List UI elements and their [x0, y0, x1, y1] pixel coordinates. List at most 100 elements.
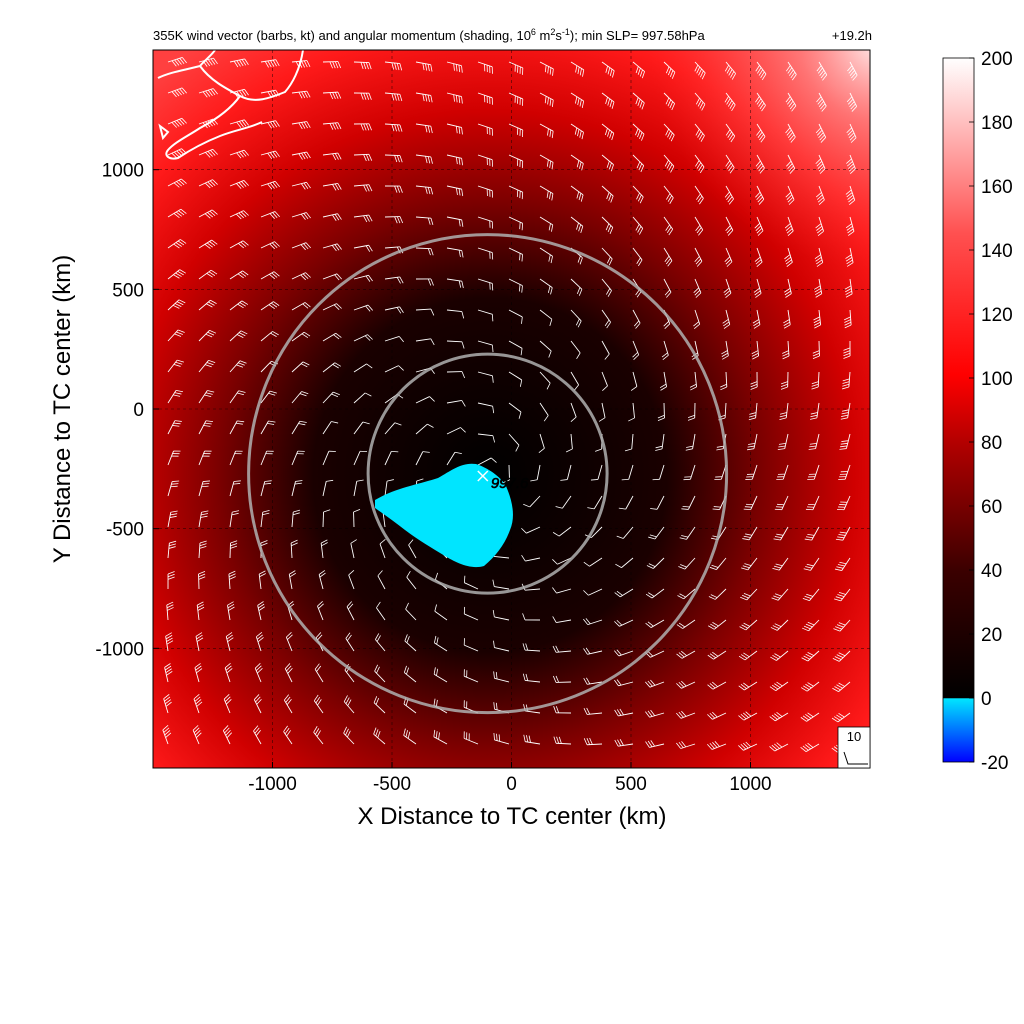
wind-barb	[622, 526, 634, 539]
wind-barb-feather	[174, 420, 182, 422]
wind-barb-feather	[171, 483, 179, 485]
wind-barb-feather	[224, 663, 231, 669]
wind-barb-feather	[346, 634, 352, 641]
wind-barb-feather	[789, 134, 795, 141]
wind-barb-feather	[422, 451, 430, 453]
wind-barb-feather	[614, 650, 620, 657]
wind-barb-feather	[337, 152, 342, 160]
wind-barb-feather	[754, 223, 761, 229]
wind-barb-feather	[755, 96, 760, 103]
wind-barb-feather	[788, 165, 794, 172]
wind-barb-feather	[286, 665, 292, 672]
coastline	[157, 50, 304, 160]
wind-barb-feather	[730, 71, 735, 78]
wind-barb-feather	[363, 185, 367, 192]
wind-barb-feather	[256, 698, 262, 705]
wind-barb-feather	[303, 121, 308, 129]
wind-barb-feather	[213, 57, 218, 65]
wind-barb-feather	[579, 130, 582, 138]
wind-barb-feather	[650, 709, 656, 716]
wind-barb-feather	[748, 417, 756, 421]
wind-barb-feather	[709, 743, 715, 749]
wind-barb-feather	[244, 119, 249, 126]
wind-barb-feather	[614, 592, 621, 598]
wind-barb-feather	[549, 98, 552, 106]
wind-barb-feather	[461, 341, 465, 349]
wind-barb-feather	[177, 270, 184, 276]
wind-barb-feather	[694, 290, 701, 296]
wind-barb-feather	[671, 103, 675, 111]
wind-barb-feather	[648, 592, 655, 597]
wind-barb-feather	[332, 364, 339, 369]
wind-barb-feather	[681, 508, 689, 510]
wind-barb-feather	[550, 287, 553, 295]
wind-barb-feather	[201, 510, 209, 513]
wind-barb-feather	[498, 734, 501, 742]
wind-barb-feather	[744, 563, 752, 567]
wind-barb-feather	[772, 625, 780, 629]
wind-barb-feather	[606, 256, 611, 264]
wind-barb-feather	[237, 420, 245, 423]
wind-barb-feather	[302, 273, 309, 279]
wind-barb-feather	[519, 379, 523, 387]
wind-barb-feather	[818, 132, 824, 139]
wind-barb-feather	[841, 440, 849, 442]
wind-barb-feather	[834, 686, 841, 691]
wind-barb-feather	[260, 540, 268, 544]
wind-barb-feather	[803, 655, 811, 660]
wind-barb-feather	[720, 386, 727, 391]
wind-barb-feather	[553, 706, 557, 713]
wind-barb-feather	[579, 161, 582, 169]
wind-barb-feather	[295, 480, 303, 482]
wind-barb-feather	[238, 182, 244, 188]
wind-barb-feather	[368, 214, 373, 222]
wind-barb-feather	[337, 91, 342, 99]
wind-barb-feather	[679, 593, 686, 598]
wind-barb	[415, 396, 430, 404]
wind-barb	[353, 481, 358, 497]
wind-barb-feather	[787, 98, 792, 105]
wind-barb-feather	[636, 161, 641, 169]
wind-barb-feather	[731, 73, 736, 80]
wind-barb-feather	[496, 733, 498, 741]
wind-barb-feather	[199, 543, 207, 547]
wind-barb-feather	[574, 127, 578, 135]
wind-barb-feather	[236, 364, 244, 368]
wind-barb-feather	[612, 70, 615, 78]
wind-barb-feather	[836, 684, 843, 689]
wind-barb-feather	[196, 668, 203, 674]
wind-barb-feather	[211, 239, 218, 245]
wind-barb-feather	[422, 63, 425, 71]
wind-barb-feather	[373, 696, 378, 703]
wind-barb-feather	[396, 124, 400, 132]
wind-barb	[570, 433, 573, 449]
wind-barb-feather	[243, 149, 249, 156]
wind-barb-feather	[240, 241, 247, 247]
wind-barb-feather	[837, 594, 845, 597]
wind-barb-feather	[269, 213, 275, 219]
wind-barb-feather	[577, 255, 581, 263]
wind-barb-feather	[616, 649, 622, 656]
wind-barb-feather	[396, 155, 400, 163]
wind-barb-feather	[241, 120, 247, 127]
wind-barb-feather	[262, 510, 270, 513]
wind-barb-feather	[396, 307, 402, 314]
wind-barb-feather	[396, 277, 401, 284]
wind-barb-feather	[306, 212, 311, 219]
wind-barb-feather	[847, 65, 853, 72]
wind-barb-feather	[223, 694, 230, 700]
wind-barb-feather	[831, 717, 839, 723]
wind-barb-feather	[363, 92, 367, 100]
wind-barb-feather	[760, 136, 766, 143]
wind-barb-feather	[616, 619, 623, 626]
wind-barb-feather	[303, 91, 308, 98]
wind-barb	[384, 481, 388, 497]
wind-barb-feather	[738, 685, 745, 691]
wind-barb-feather	[849, 199, 855, 205]
wind-barb-feather	[493, 732, 495, 741]
wind-barb-feather	[257, 668, 263, 674]
wind-barb-feather	[598, 417, 606, 422]
wind-barb-feather	[838, 652, 846, 657]
wind-barb-feather	[205, 392, 213, 395]
wind-barb-feather	[233, 483, 241, 485]
